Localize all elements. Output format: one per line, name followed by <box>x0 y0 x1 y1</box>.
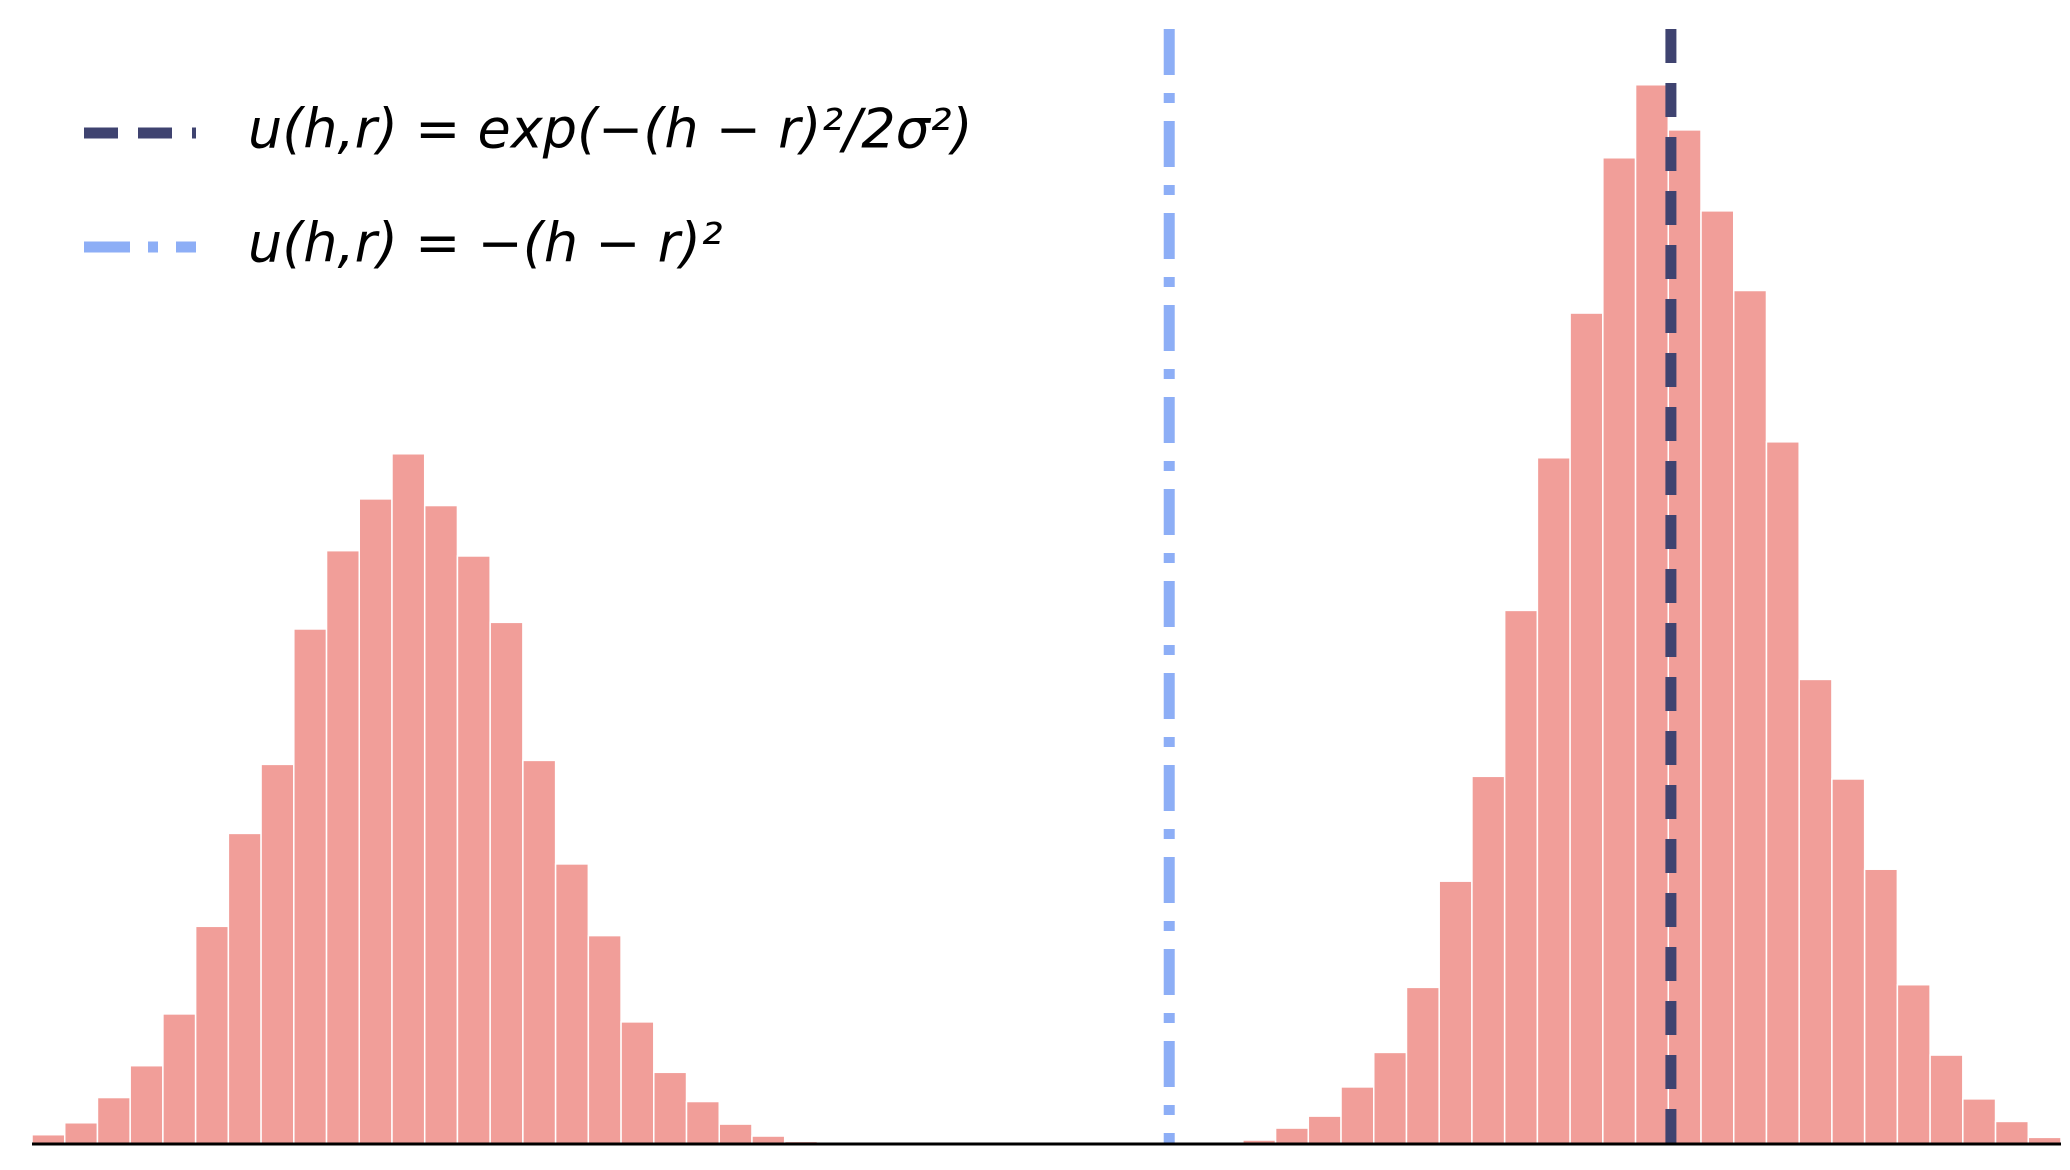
bar <box>293 628 328 1145</box>
bar <box>1994 1120 2030 1145</box>
bar <box>1634 84 1670 1145</box>
bar <box>653 1071 688 1145</box>
bar <box>1340 1086 1375 1145</box>
bar <box>1765 441 1800 1145</box>
bar <box>162 1013 197 1145</box>
bar <box>358 498 393 1145</box>
bar <box>1569 312 1604 1145</box>
bar <box>1307 1115 1342 1145</box>
bar <box>587 934 622 1145</box>
bar <box>554 863 590 1145</box>
bar <box>227 832 262 1145</box>
bar <box>489 621 524 1145</box>
bar <box>1863 868 1899 1145</box>
bar <box>391 453 426 1145</box>
bar <box>1962 1098 1997 1145</box>
bar <box>1896 983 1931 1145</box>
bar <box>1798 678 1833 1145</box>
bar <box>456 555 491 1145</box>
bar <box>1732 289 1768 1145</box>
bar <box>1929 1054 1964 1145</box>
bar <box>1405 986 1440 1145</box>
bar <box>1700 210 1735 1145</box>
bar <box>1274 1127 1310 1145</box>
bar <box>325 549 361 1145</box>
bar <box>423 504 459 1145</box>
bar <box>1536 456 1571 1145</box>
bar <box>194 925 230 1145</box>
bar <box>1831 778 1866 1145</box>
bar <box>522 759 557 1145</box>
bar <box>1471 775 1506 1145</box>
bar <box>1373 1051 1408 1145</box>
bar <box>96 1096 131 1145</box>
bar <box>129 1064 164 1145</box>
bar <box>1503 609 1539 1145</box>
bar <box>685 1100 720 1145</box>
bar <box>260 763 295 1145</box>
legend-label: u(h,r) = −(h − r)² <box>248 212 723 275</box>
bar <box>63 1122 99 1145</box>
bar <box>718 1123 753 1145</box>
bar <box>1602 157 1637 1145</box>
bar <box>620 1021 655 1145</box>
legend-label: u(h,r) = exp(−(h − r)²/2σ²) <box>248 98 973 161</box>
bar <box>1438 880 1473 1145</box>
